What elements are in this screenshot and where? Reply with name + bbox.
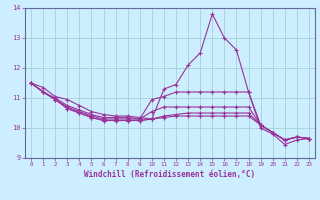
X-axis label: Windchill (Refroidissement éolien,°C): Windchill (Refroidissement éolien,°C) <box>84 170 256 179</box>
